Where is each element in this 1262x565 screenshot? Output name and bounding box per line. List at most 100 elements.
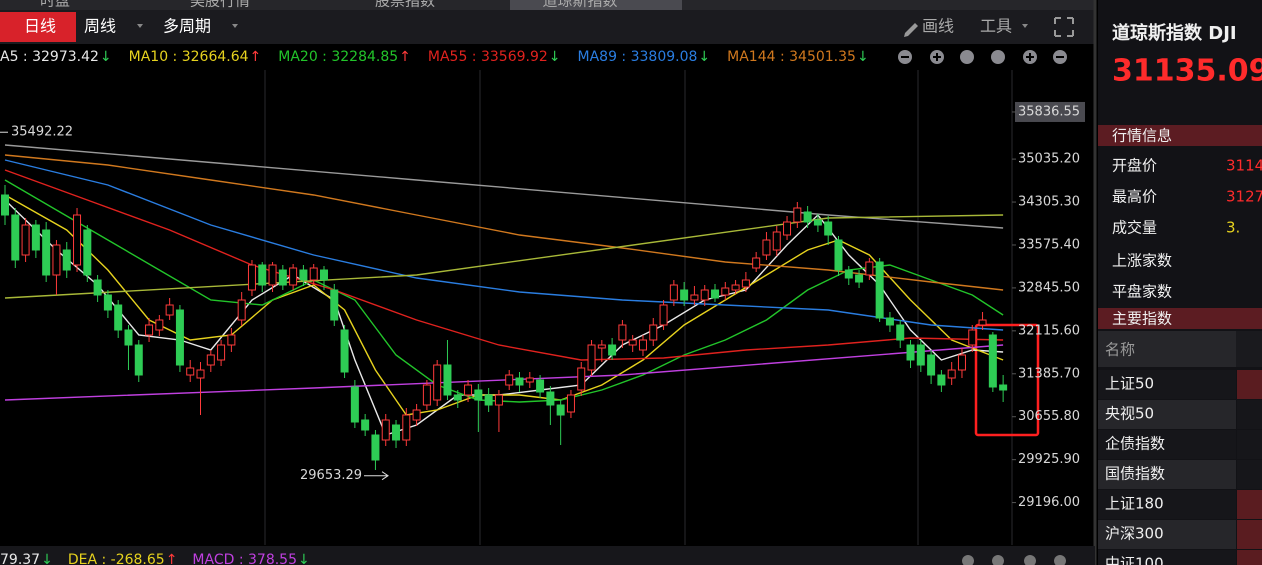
candle-body bbox=[824, 221, 833, 236]
indicator-value: MACD : 378.55 bbox=[192, 552, 297, 565]
candle-body bbox=[813, 219, 822, 226]
fullscreen-icon[interactable] bbox=[1054, 17, 1074, 37]
index-change-cell bbox=[1237, 370, 1262, 399]
legend-entry: A5 : 32973.42 bbox=[0, 49, 99, 65]
candle-body bbox=[392, 424, 401, 441]
period-button[interactable]: 多周期 bbox=[163, 17, 211, 36]
candle-body bbox=[206, 354, 215, 366]
candle-body bbox=[762, 239, 771, 256]
candle-body bbox=[597, 344, 606, 349]
candle-body bbox=[350, 386, 359, 423]
info-value: 3. bbox=[1226, 219, 1240, 237]
tab[interactable]: 股票指数 bbox=[375, 0, 435, 10]
indicator-trend: ↓ bbox=[41, 552, 53, 565]
candle-body bbox=[700, 289, 709, 301]
index-row-bg bbox=[1098, 490, 1236, 519]
legend-trend: ↑ bbox=[250, 49, 262, 65]
candle-body bbox=[494, 394, 503, 406]
index-change-cell bbox=[1237, 520, 1262, 549]
candle-body bbox=[237, 299, 246, 321]
index-name[interactable]: 沪深300 bbox=[1105, 525, 1164, 543]
candle-body bbox=[999, 384, 1008, 391]
period-button[interactable]: 日线 bbox=[24, 17, 56, 36]
period-button[interactable]: 周线 bbox=[84, 17, 116, 36]
candle-body bbox=[536, 379, 545, 393]
candle-body bbox=[474, 389, 483, 401]
tab[interactable]: 道琼斯指数 bbox=[542, 0, 617, 10]
candle-body bbox=[844, 269, 853, 279]
candle-body bbox=[587, 344, 596, 371]
index-name[interactable]: 企债指数 bbox=[1105, 435, 1165, 453]
candle-body bbox=[783, 221, 792, 236]
ma-line bbox=[4, 154, 1004, 291]
y-tick-label: 30655.80 bbox=[1018, 409, 1080, 424]
candle-body bbox=[124, 329, 133, 346]
tool-button[interactable]: 工具 bbox=[980, 17, 1012, 36]
settings-icon[interactable] bbox=[960, 50, 974, 64]
candle-body bbox=[690, 294, 699, 301]
candle-body bbox=[371, 434, 380, 461]
candle-body bbox=[906, 344, 915, 361]
tool-button[interactable]: 画线 bbox=[922, 17, 954, 36]
candle-body bbox=[93, 279, 102, 296]
index-row-bg bbox=[1098, 400, 1236, 429]
info-value: 3114 bbox=[1226, 157, 1262, 175]
legend-trend: ↓ bbox=[100, 49, 112, 65]
index-change-cell bbox=[1237, 460, 1262, 489]
index-change-cell bbox=[1237, 490, 1262, 519]
candle-body bbox=[855, 274, 864, 283]
index-row-bg bbox=[1098, 550, 1236, 565]
legend-trend: ↓ bbox=[698, 49, 710, 65]
active-tab-bg bbox=[510, 0, 682, 10]
index-name[interactable]: 中证100 bbox=[1105, 555, 1164, 565]
index-name[interactable]: 央视50 bbox=[1105, 405, 1154, 423]
indices-header-bg bbox=[1098, 308, 1262, 329]
candle-body bbox=[433, 364, 442, 401]
candle-body bbox=[793, 207, 802, 223]
candle-body bbox=[402, 414, 411, 441]
candle-body bbox=[628, 339, 637, 346]
candle-body bbox=[618, 324, 627, 341]
y-tick-label: 29196.00 bbox=[1018, 495, 1080, 510]
tab[interactable]: 时盘 bbox=[40, 0, 70, 10]
indices-head-cell bbox=[1236, 331, 1262, 367]
candle-body bbox=[464, 384, 473, 396]
indicator-value: 79.37 bbox=[0, 552, 40, 565]
candle-body bbox=[453, 394, 462, 401]
candle-body bbox=[896, 324, 905, 341]
index-row-bg bbox=[1098, 460, 1236, 489]
y-tick-label: 34305.30 bbox=[1018, 195, 1080, 210]
candle-body bbox=[752, 257, 761, 269]
refresh-icon[interactable] bbox=[991, 50, 1005, 64]
info-value: 3127 bbox=[1226, 188, 1262, 206]
annotation: 29653.29 bbox=[300, 468, 362, 483]
index-name[interactable]: 国债指数 bbox=[1105, 465, 1165, 483]
candle-body bbox=[947, 369, 956, 379]
indices-table-head bbox=[1098, 331, 1262, 367]
indices-title: 主要指数 bbox=[1112, 310, 1172, 328]
candle-body bbox=[103, 294, 112, 311]
tab[interactable]: 美股行情 bbox=[190, 0, 250, 10]
candle-body bbox=[52, 244, 61, 276]
candle-body bbox=[196, 369, 205, 379]
index-name[interactable]: 上证50 bbox=[1105, 375, 1154, 393]
candle-body bbox=[155, 319, 164, 331]
candle-body bbox=[289, 267, 298, 286]
candle-body bbox=[885, 317, 894, 326]
candle-body bbox=[731, 284, 740, 291]
candle-body bbox=[505, 374, 514, 386]
quote-name: 道琼斯指数 DJI bbox=[1112, 22, 1237, 44]
legend-entry: MA10 : 32664.64 bbox=[129, 49, 249, 65]
index-row-bg bbox=[1098, 520, 1236, 549]
index-name[interactable]: 上证180 bbox=[1105, 495, 1164, 513]
candle-body bbox=[412, 409, 421, 421]
candle-body bbox=[680, 289, 689, 301]
candle-body bbox=[247, 264, 256, 291]
indicator-bar-bg bbox=[0, 546, 1095, 565]
index-change-cell bbox=[1237, 400, 1262, 429]
candle-body bbox=[31, 224, 40, 251]
candle-body bbox=[865, 261, 874, 276]
candle-body bbox=[186, 367, 195, 376]
